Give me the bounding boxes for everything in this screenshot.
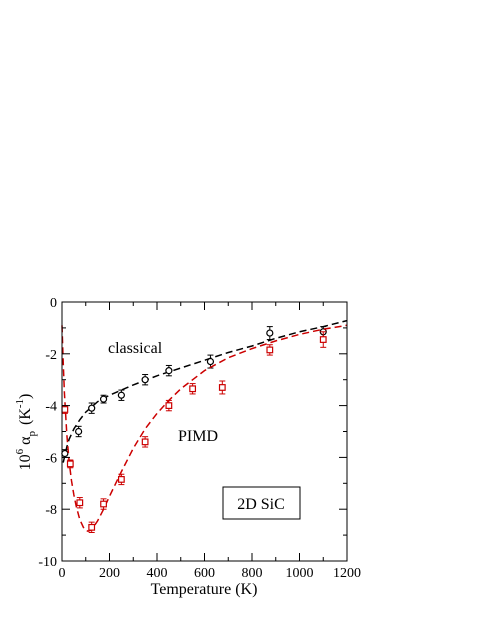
marker-square xyxy=(141,438,149,446)
marker-circle xyxy=(117,391,125,399)
marker-square xyxy=(117,476,125,483)
y-tick-label: -8 xyxy=(45,503,57,518)
annotation-box-frame xyxy=(222,486,301,520)
marker-square xyxy=(266,346,274,354)
data-point xyxy=(88,521,96,534)
data-point xyxy=(100,498,107,510)
annotation-classical: classical xyxy=(108,340,163,357)
y-label-unit-exponent: -1 xyxy=(14,399,26,408)
y-label-prefix: 10 xyxy=(17,454,34,470)
data-point xyxy=(266,326,274,341)
series-fit-line-1 xyxy=(61,324,348,532)
data-point xyxy=(218,380,226,395)
y-tick-label: -2 xyxy=(45,348,57,363)
y-label-exponent: 6 xyxy=(14,448,26,454)
y-label-unit-close: ) xyxy=(17,394,34,399)
y-tick-label: 0 xyxy=(50,296,57,311)
y-label-symbol: α xyxy=(17,436,34,445)
x-tick-label: 200 xyxy=(99,566,120,581)
x-tick-label: 0 xyxy=(59,566,66,581)
data-point xyxy=(266,344,274,356)
marker-square xyxy=(66,460,74,468)
data-point xyxy=(117,473,125,486)
x-tick-label: 1000 xyxy=(286,566,314,581)
data-point xyxy=(141,374,149,386)
annotation-box: 2D SiC xyxy=(237,496,285,513)
marker-square xyxy=(189,385,197,393)
svg-text:106αp(K-1): 106 αp (K-1) xyxy=(14,394,38,471)
series-fit-line-0 xyxy=(62,319,348,463)
data-point xyxy=(66,459,74,469)
marker-square xyxy=(61,406,69,413)
data-point xyxy=(61,405,69,414)
annotation-pimd: PIMD xyxy=(178,428,218,445)
data-point xyxy=(319,331,327,348)
x-tick-label: 800 xyxy=(242,566,263,581)
y-label-subscript: p xyxy=(26,431,38,437)
data-point xyxy=(165,399,173,412)
marker-square xyxy=(218,384,226,391)
x-tick-label: 400 xyxy=(147,566,168,581)
data-point xyxy=(165,364,173,377)
marker-circle xyxy=(75,427,83,436)
marker-circle xyxy=(206,357,215,366)
marker-circle xyxy=(141,376,149,384)
data-point xyxy=(189,383,197,395)
y-tick-label: -6 xyxy=(45,451,57,466)
y-axis-label: 106 αp (K-1) xyxy=(14,394,38,471)
x-tick-label: 1200 xyxy=(333,566,361,581)
y-label-unit-open: (K xyxy=(17,408,34,425)
marker-circle xyxy=(99,395,108,403)
marker-circle xyxy=(61,449,69,458)
data-point xyxy=(76,497,84,509)
plot-area xyxy=(61,319,348,534)
data-point xyxy=(141,436,149,448)
marker-square xyxy=(76,499,84,507)
marker-square xyxy=(165,402,173,409)
y-tick-label: -4 xyxy=(45,400,57,415)
axis-ticks: 0 200 400 600 800 1000 1200 0 -2 -4 -6 -8 -10 xyxy=(38,296,361,581)
data-point xyxy=(75,425,83,438)
x-axis-label: Temperature (K) xyxy=(151,581,258,598)
data-point xyxy=(99,394,108,404)
marker-square xyxy=(88,523,96,531)
data-point xyxy=(88,402,96,414)
y-tick-label: -10 xyxy=(38,555,57,570)
data-point xyxy=(61,449,69,458)
data-point xyxy=(117,389,125,401)
marker-circle xyxy=(266,329,274,337)
marker-circle xyxy=(165,367,173,375)
data-point xyxy=(206,354,215,369)
marker-square xyxy=(319,336,327,343)
marker-square xyxy=(100,500,107,508)
marker-circle xyxy=(88,404,96,412)
x-tick-label: 600 xyxy=(194,566,215,581)
